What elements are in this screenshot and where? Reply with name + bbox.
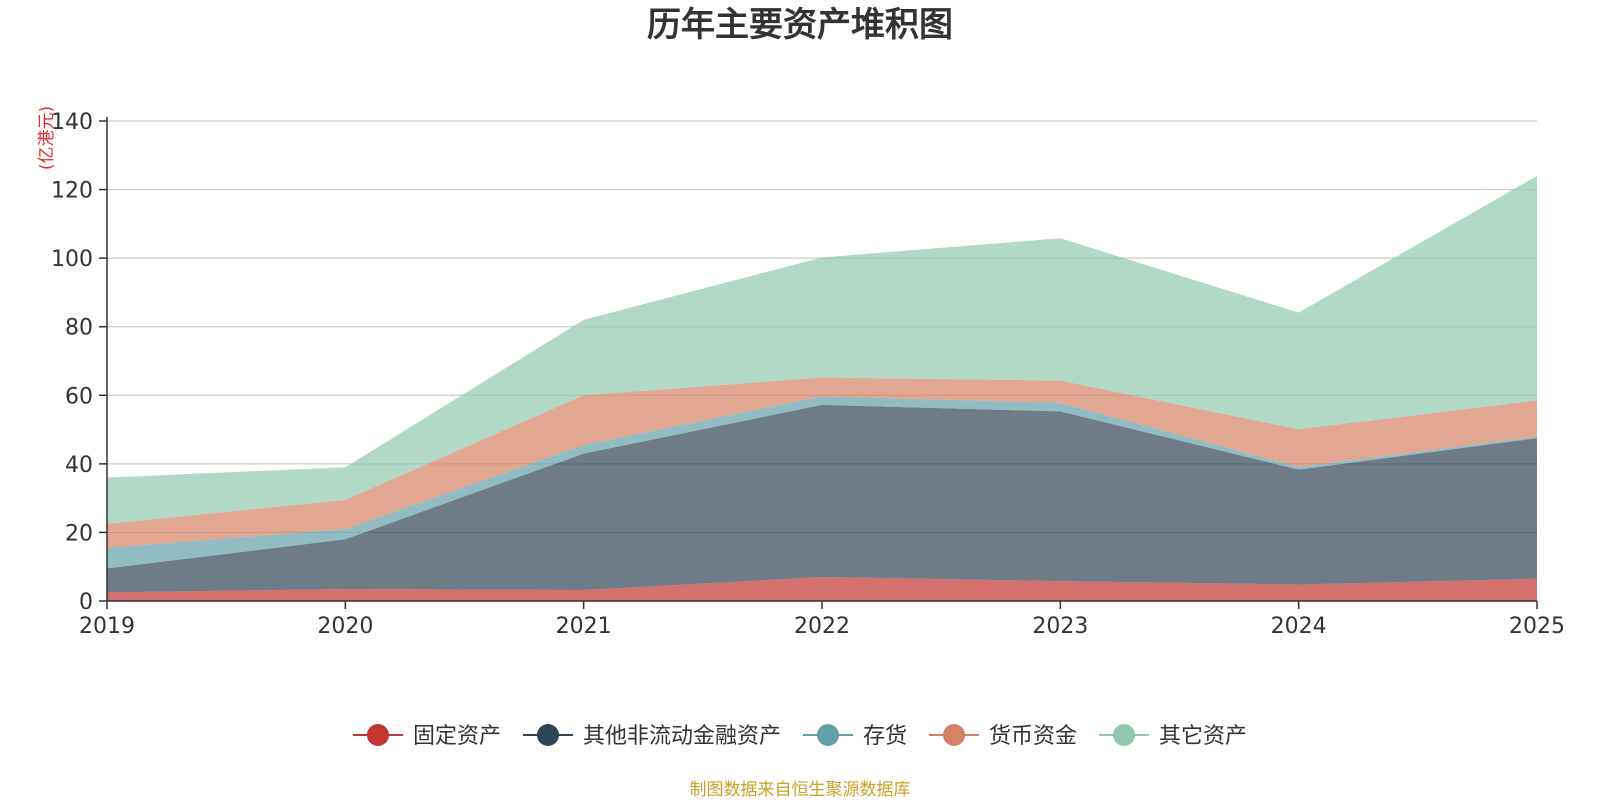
legend-marker-3	[816, 724, 839, 746]
y-axis-unit-label: (亿港元)	[37, 106, 57, 170]
axes: 0 20 40 60 80 100 120 140 2019 2020 2021 2022 2023 20…	[51, 110, 1565, 639]
y-tick-label-0: 0	[79, 590, 93, 615]
data-source-note: 制图数据来自恒生聚源数据库	[690, 780, 911, 800]
legend-item-2: 其他非流动金融资产	[522, 724, 781, 749]
legend-marker-1	[366, 724, 389, 746]
legend-label-5: 其它资产	[1159, 724, 1247, 749]
x-tick-label-2024: 2024	[1271, 614, 1327, 639]
legend-item-1: 固定资产	[352, 724, 501, 749]
area-series-2	[107, 404, 1537, 593]
x-tick-label-2025: 2025	[1509, 614, 1565, 639]
legend-marker-2	[536, 724, 559, 746]
x-tick-label-2019: 2019	[79, 614, 135, 639]
area-series-group	[107, 175, 1537, 601]
legend-item-3: 存货	[802, 724, 907, 749]
chart-title: 历年主要资产堆积图	[647, 5, 953, 45]
y-tick-label-60: 60	[65, 384, 93, 409]
x-tick-label-2023: 2023	[1032, 614, 1088, 639]
legend-marker-5	[1113, 724, 1136, 746]
legend-label-1: 固定资产	[413, 724, 501, 749]
legend-item-5: 其它资产	[1099, 724, 1247, 749]
x-tick-label-2021: 2021	[556, 614, 612, 639]
x-tick-label-2022: 2022	[794, 614, 850, 639]
area-series-5	[107, 175, 1537, 524]
legend: 固定资产 其他非流动金融资产 存货 货币资金 其它资产	[352, 724, 1247, 749]
area-series-4	[107, 377, 1537, 548]
area-series-1	[107, 577, 1537, 601]
legend-marker-4	[943, 724, 966, 746]
y-tick-label-20: 20	[65, 521, 93, 546]
legend-label-4: 货币资金	[989, 724, 1077, 749]
area-series-3	[107, 396, 1537, 569]
legend-label-2: 其他非流动金融资产	[583, 724, 781, 749]
y-tick-label-100: 100	[51, 247, 93, 272]
y-tick-label-40: 40	[65, 453, 93, 478]
x-tick-label-2020: 2020	[317, 614, 373, 639]
legend-label-3: 存货	[863, 724, 907, 749]
y-tick-label-120: 120	[51, 179, 93, 204]
y-tick-label-80: 80	[65, 316, 93, 341]
y-tick-label-140: 140	[51, 110, 93, 135]
legend-item-4: 货币资金	[929, 724, 1077, 749]
